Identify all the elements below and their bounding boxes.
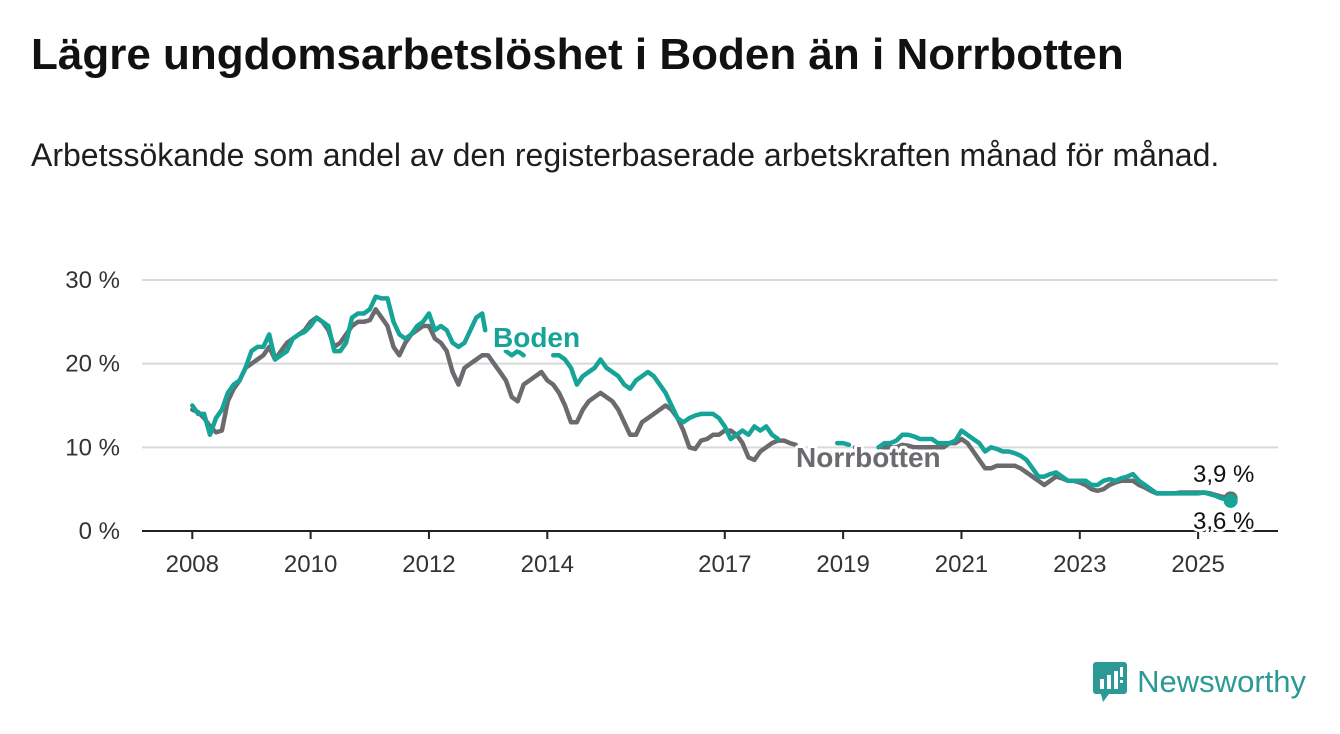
boden-end-point bbox=[1223, 493, 1238, 508]
x-tick-label: 2014 bbox=[521, 551, 574, 578]
end-value-label-top: 3,9 % bbox=[1193, 461, 1254, 488]
boden-line bbox=[190, 294, 488, 438]
brand-logo: Newsworthy bbox=[1093, 662, 1306, 702]
x-tick-label: 2021 bbox=[935, 551, 988, 578]
y-axis-labels: 0 % 10 % 20 % 30 % bbox=[65, 267, 120, 545]
x-tick-label: 2008 bbox=[166, 551, 219, 578]
page-subtitle: Arbetssökande som andel av den registerb… bbox=[31, 137, 1220, 173]
x-tick-label: 2023 bbox=[1053, 551, 1106, 578]
boden-series-label-halo: Boden bbox=[493, 322, 580, 353]
end-value-label-bottom: 3,6 % bbox=[1193, 508, 1254, 535]
end-value-label-top-halo: 3,9 % bbox=[1193, 461, 1254, 488]
boden-line bbox=[834, 440, 852, 448]
brand-name: Newsworthy bbox=[1137, 664, 1306, 699]
x-tick-label: 2010 bbox=[284, 551, 337, 578]
boden-line bbox=[876, 428, 1233, 504]
norrbotten-series-label-halo: Norrbotten bbox=[796, 442, 941, 473]
newsworthy-logo-icon bbox=[1093, 662, 1128, 702]
y-tick-label: 10 % bbox=[65, 434, 120, 461]
x-tick-label: 2012 bbox=[402, 551, 455, 578]
norrbotten-series-label: Norrbotten bbox=[796, 442, 941, 473]
x-tick-label: 2017 bbox=[698, 551, 751, 578]
y-tick-label: 20 % bbox=[65, 351, 120, 378]
x-tick-label: 2019 bbox=[816, 551, 869, 578]
boden-line bbox=[503, 348, 526, 358]
x-axis-labels: 2008 2010 2012 2014 2017 2019 2021 2023 2025 bbox=[166, 551, 1225, 578]
y-tick-label: 0 % bbox=[79, 518, 120, 545]
y-tick-label: 30 % bbox=[65, 267, 120, 294]
boden-series-label: Boden bbox=[493, 322, 580, 353]
page-title: Lägre ungdomsarbetslöshet i Boden än i N… bbox=[31, 30, 1124, 79]
grid-layer bbox=[142, 279, 1278, 539]
boden-line bbox=[550, 353, 781, 442]
end-value-label-bottom-halo: 3,6 % bbox=[1193, 508, 1254, 535]
x-tick-label: 2025 bbox=[1171, 551, 1224, 578]
series-layer bbox=[190, 294, 1238, 508]
